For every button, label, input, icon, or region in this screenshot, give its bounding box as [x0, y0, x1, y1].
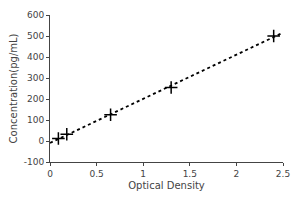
svg-text:2.5: 2.5 — [276, 169, 290, 179]
svg-text:Concentration(pg/mL): Concentration(pg/mL) — [8, 33, 19, 143]
svg-text:500: 500 — [27, 31, 44, 41]
svg-text:100: 100 — [27, 115, 44, 125]
svg-text:300: 300 — [27, 73, 44, 83]
svg-text:1.5: 1.5 — [183, 169, 197, 179]
svg-text:0.5: 0.5 — [89, 169, 103, 179]
svg-text:-100: -100 — [24, 157, 45, 167]
svg-text:400: 400 — [27, 52, 44, 62]
svg-text:2: 2 — [234, 169, 240, 179]
svg-text:600: 600 — [27, 10, 44, 20]
svg-text:0: 0 — [47, 169, 53, 179]
svg-text:200: 200 — [27, 94, 44, 104]
svg-text:1: 1 — [140, 169, 146, 179]
svg-text:Optical Density: Optical Density — [128, 180, 205, 191]
svg-text:0: 0 — [38, 136, 44, 146]
